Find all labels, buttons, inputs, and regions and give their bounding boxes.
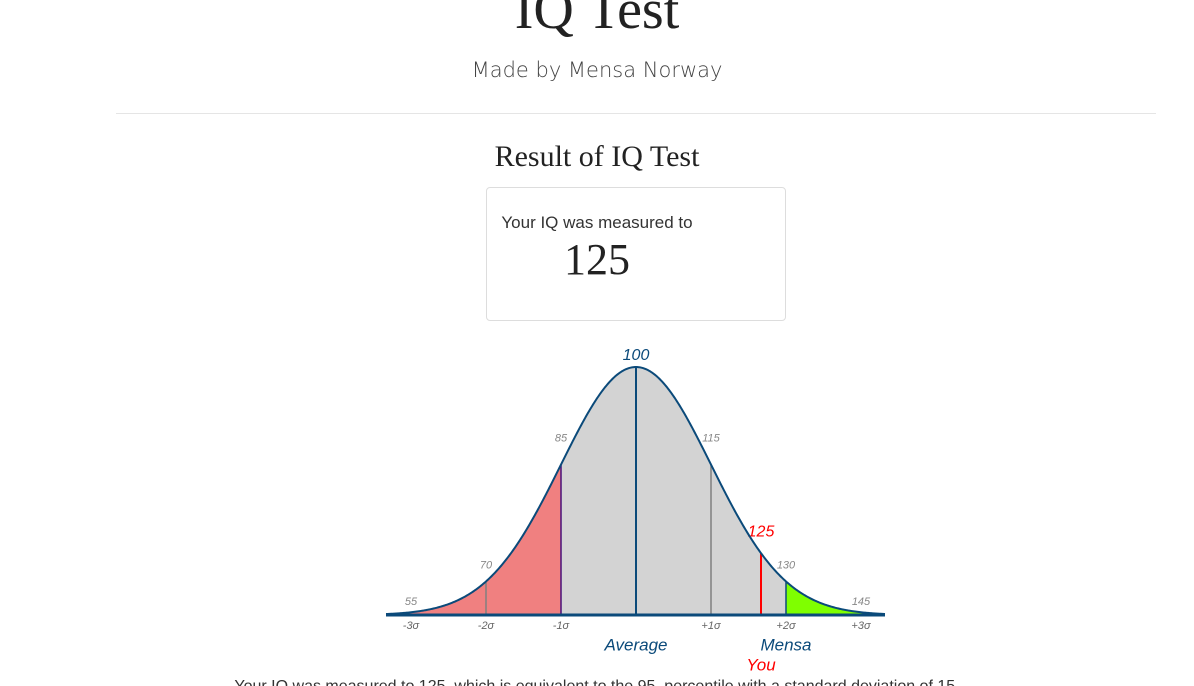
sigma-label: -2σ xyxy=(478,620,495,632)
mensa-label: Mensa xyxy=(760,635,811,654)
sigma-label: +2σ xyxy=(776,620,796,632)
iq-label: 115 xyxy=(702,432,720,444)
iq-label: 70 xyxy=(480,559,493,571)
curve-outline xyxy=(385,365,886,616)
you-label: You xyxy=(746,655,776,674)
result-heading: Result of IQ Test xyxy=(494,140,700,173)
sigma-label: +1σ xyxy=(701,620,721,632)
divider xyxy=(116,113,1156,114)
iq-label: 145 xyxy=(852,596,871,608)
average-label: Average xyxy=(603,635,667,654)
you-value: 125 xyxy=(748,523,775,540)
iq-label: 100 xyxy=(623,347,650,364)
result-box xyxy=(486,187,786,321)
curve-region xyxy=(386,464,561,615)
result-score: 125 xyxy=(564,235,630,284)
iq-label: 130 xyxy=(777,559,796,571)
iq-label: 55 xyxy=(405,596,418,608)
sigma-label: +3σ xyxy=(851,620,871,632)
subtitle: Made by Mensa Norway xyxy=(471,58,723,82)
iq-label: 85 xyxy=(555,432,568,444)
curve-region xyxy=(786,581,885,615)
curve-region xyxy=(561,367,786,615)
result-intro: Your IQ was measured to xyxy=(501,213,693,232)
footer-text: Your IQ was measured to 125, which is eq… xyxy=(0,678,1194,686)
page-title: IQ Test xyxy=(514,0,680,41)
sigma-label: -1σ xyxy=(553,620,570,632)
sigma-label: -3σ xyxy=(403,620,420,632)
